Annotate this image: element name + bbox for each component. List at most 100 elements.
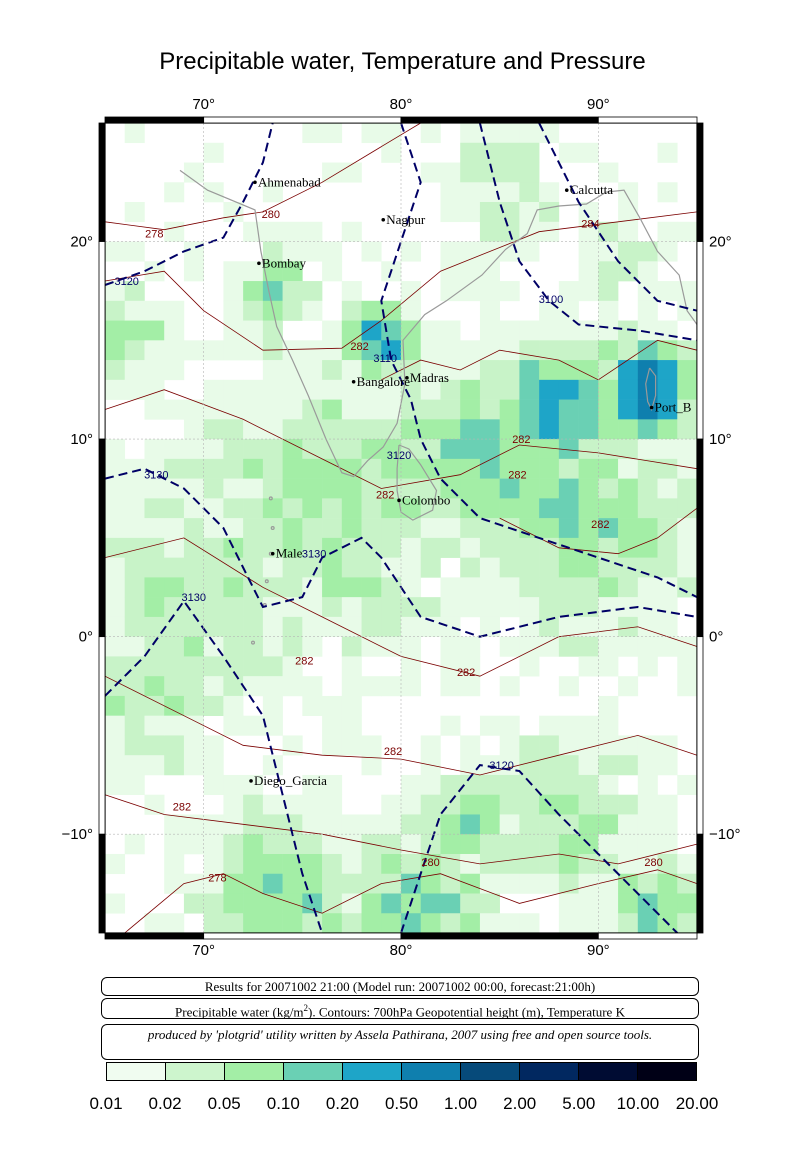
lat-tick-right: −10°	[709, 826, 740, 843]
lat-tick-right: 0°	[709, 629, 723, 646]
precip-cell	[479, 360, 500, 381]
precip-cell	[479, 221, 500, 242]
precip-cell	[124, 281, 145, 302]
precip-cell	[243, 281, 264, 302]
precip-cell	[578, 478, 599, 499]
precip-cell	[460, 577, 481, 598]
precip-cell	[479, 419, 500, 440]
precip-cell	[243, 478, 264, 499]
precip-cell	[262, 498, 283, 519]
frame-bar-top	[597, 116, 698, 124]
precip-cell	[578, 873, 599, 894]
precip-cell	[203, 853, 224, 875]
precip-cell	[578, 241, 599, 262]
precip-cell	[539, 320, 560, 341]
precip-cell	[539, 478, 560, 499]
precip-cell	[598, 577, 619, 598]
precip-cell	[657, 616, 678, 637]
precip-cell	[341, 320, 362, 341]
precip-cell	[558, 755, 579, 776]
precip-cell	[440, 379, 461, 400]
precip-cell	[637, 478, 658, 499]
precip-cell	[262, 695, 283, 716]
temperature-label: 282	[512, 434, 530, 446]
precip-cell	[381, 340, 402, 361]
precip-cell	[677, 399, 698, 420]
precip-cell	[223, 636, 244, 657]
precip-cell	[302, 340, 323, 361]
temperature-label: 284	[581, 219, 599, 231]
precip-cell	[381, 893, 402, 914]
precip-cell	[479, 774, 500, 796]
precip-cell	[302, 853, 323, 875]
city-dot	[351, 380, 356, 384]
precip-cell	[183, 419, 204, 440]
precip-cell	[499, 320, 520, 341]
precip-cell	[243, 873, 264, 894]
precip-cell	[519, 774, 540, 796]
precip-cell	[578, 458, 599, 479]
precip-cell	[420, 557, 441, 578]
precip-cell	[105, 281, 126, 302]
precip-cell	[637, 834, 658, 855]
precip-cell	[618, 379, 639, 400]
precip-cell	[440, 616, 461, 637]
precip-cell	[657, 794, 678, 815]
precip-cell	[440, 498, 461, 519]
precip-cell	[381, 439, 402, 460]
precip-cell	[144, 794, 165, 815]
precip-cell	[164, 478, 185, 499]
precip-cell	[519, 221, 540, 242]
precip-cell	[124, 755, 145, 776]
precip-cell	[164, 439, 185, 460]
precip-cell	[381, 676, 402, 697]
precip-cell	[302, 241, 323, 262]
city-name: Bangalore	[357, 374, 411, 389]
precip-cell	[381, 834, 402, 855]
precip-cell	[401, 537, 422, 558]
precip-cell	[322, 261, 343, 282]
precip-cell	[203, 695, 224, 716]
temperature-label: 282	[508, 470, 526, 482]
precip-cell	[361, 853, 382, 875]
precip-cell	[341, 360, 362, 381]
precip-cell	[381, 616, 402, 637]
precip-cell	[203, 518, 224, 539]
precip-cell	[223, 419, 244, 440]
precip-cell	[223, 834, 244, 855]
precip-cell	[618, 735, 639, 756]
precip-cell	[578, 656, 599, 677]
description-text-end: ). Contours: 700hPa Geopotential height …	[308, 1004, 625, 1020]
temperature-label: 280	[421, 857, 439, 869]
precip-cell	[598, 340, 619, 361]
precip-cell	[262, 182, 283, 203]
precip-cell	[203, 537, 224, 558]
precip-cell	[341, 300, 362, 321]
precip-cell	[164, 537, 185, 558]
temperature-label: 282	[295, 655, 313, 667]
city-marker: Male	[270, 546, 303, 561]
precip-cell	[223, 261, 244, 282]
geopotential-label: 3130	[302, 549, 326, 561]
precip-cell	[361, 873, 382, 894]
precip-cell	[637, 419, 658, 440]
precip-cell	[183, 537, 204, 558]
precip-cell	[124, 241, 145, 262]
precip-cell	[657, 597, 678, 618]
precip-cell	[479, 715, 500, 736]
precip-cell	[262, 478, 283, 499]
temperature-contour-line	[124, 869, 698, 934]
precip-cell	[440, 577, 461, 598]
precip-cell	[618, 577, 639, 598]
andaman-coast	[645, 367, 657, 412]
temperature-contour-line	[104, 211, 698, 351]
precip-cell	[341, 478, 362, 499]
precip-cell	[637, 360, 658, 381]
precip-cell	[637, 261, 658, 282]
precip-cell	[420, 774, 441, 796]
precip-cell	[322, 478, 343, 499]
precip-cell	[657, 557, 678, 578]
precip-cell	[598, 439, 619, 460]
precip-cell	[183, 755, 204, 776]
precip-cell	[558, 616, 579, 637]
